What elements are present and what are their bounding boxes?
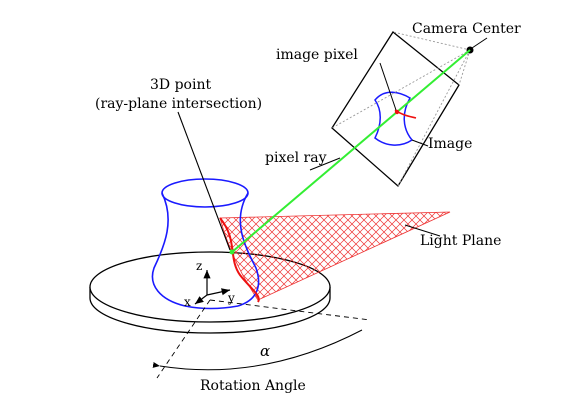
camera-center-leader — [471, 37, 488, 49]
rotation-angle-construction: α Rotation Angle — [152, 299, 371, 394]
x-axis — [194, 294, 208, 305]
3d-point-label: 3D point — [150, 77, 211, 93]
pixel-ray-label: pixel ray — [265, 150, 327, 166]
frustum-edge-3 — [397, 49, 471, 187]
image-pixel-dot — [394, 109, 400, 115]
image-pixel-leader — [379, 62, 397, 111]
z-axis-label: z — [196, 259, 202, 273]
frustum-edge-1 — [392, 31, 471, 51]
labels: Camera Center image pixel Image 3D point… — [95, 21, 521, 249]
laser-stripe-on-object — [219, 217, 260, 303]
alpha-label: α — [260, 342, 270, 360]
y-axis-label: y — [227, 291, 235, 305]
image-pixel-label: image pixel — [276, 47, 358, 63]
ray-plane-intersection-label: (ray-plane intersection) — [95, 96, 262, 112]
light-plane-label: Light Plane — [420, 233, 501, 249]
object-bottom-front — [184, 305, 239, 310]
frustum-edge-4 — [331, 49, 471, 129]
point-leader — [177, 111, 231, 251]
pixel-ray-leader — [309, 157, 341, 171]
leader-lines — [177, 37, 488, 251]
intersection-point — [229, 249, 235, 255]
coordinate-axes: z y x — [184, 259, 235, 309]
rotation-angle-label: Rotation Angle — [200, 378, 306, 394]
pixel-ray-line — [231, 49, 471, 253]
object-right-profile — [237, 192, 260, 307]
light-plane-leader — [404, 224, 441, 237]
pixel-ray — [229, 49, 471, 255]
light-plane-fill — [219, 211, 451, 301]
image-label: Image — [428, 136, 472, 152]
axis-to-front — [156, 299, 211, 379]
light-plane — [219, 211, 451, 301]
scanned-object — [151, 178, 260, 310]
y-axis — [206, 288, 231, 296]
x-axis-label: x — [184, 295, 191, 309]
object-left-profile — [151, 192, 186, 307]
image-leader — [411, 139, 429, 147]
camera-center-label: Camera Center — [412, 21, 521, 37]
rotation-arc — [152, 329, 363, 371]
